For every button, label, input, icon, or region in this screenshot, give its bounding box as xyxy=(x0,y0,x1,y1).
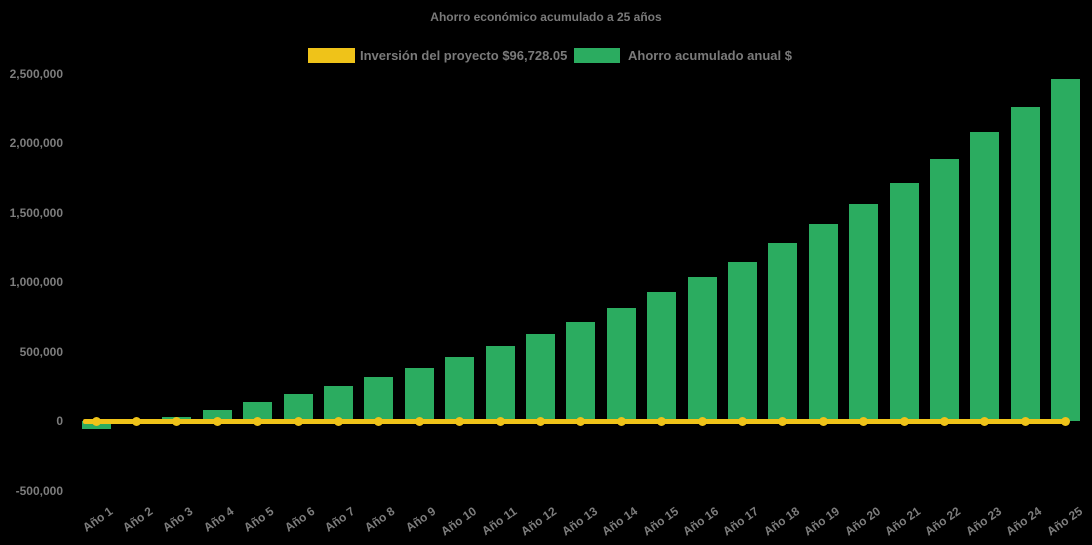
investment-point-año-21[interactable] xyxy=(899,416,909,426)
investment-point-año-14[interactable] xyxy=(616,416,626,426)
x-tick-label: Año 7 xyxy=(322,504,358,535)
investment-point-año-6[interactable] xyxy=(293,416,303,426)
investment-point-año-24[interactable] xyxy=(1020,416,1030,426)
investment-point-año-5[interactable] xyxy=(253,416,263,426)
y-tick-label: 1,500,000 xyxy=(9,205,63,220)
legend-swatch-ahorro[interactable] xyxy=(574,48,620,63)
x-tick-label: Año 5 xyxy=(241,504,277,535)
x-tick-label: Año 25 xyxy=(1043,504,1085,539)
bar-año-20[interactable] xyxy=(849,203,879,422)
y-tick-label: 500,000 xyxy=(19,344,63,359)
investment-point-año-17[interactable] xyxy=(737,416,747,426)
y-tick-label: 2,000,000 xyxy=(9,136,63,151)
investment-point-año-23[interactable] xyxy=(980,416,990,426)
investment-point-año-11[interactable] xyxy=(495,416,505,426)
x-tick-label: Año 23 xyxy=(963,504,1004,539)
investment-point-año-22[interactable] xyxy=(939,416,949,426)
investment-point-año-9[interactable] xyxy=(414,416,424,426)
bar-año-16[interactable] xyxy=(687,277,717,422)
investment-point-año-12[interactable] xyxy=(535,416,545,426)
y-tick-label: 2,500,000 xyxy=(9,66,63,81)
x-tick-label: Año 22 xyxy=(922,504,964,539)
x-tick-label: Año 11 xyxy=(478,504,520,539)
investment-point-año-20[interactable] xyxy=(859,416,869,426)
bar-año-9[interactable] xyxy=(404,367,434,422)
legend-label-inversion[interactable]: Inversión del proyecto $96,728.05 xyxy=(360,48,568,63)
investment-point-año-15[interactable] xyxy=(657,416,667,426)
investment-point-año-13[interactable] xyxy=(576,416,586,426)
x-tick-label: Año 8 xyxy=(362,504,398,535)
investment-point-año-18[interactable] xyxy=(778,416,788,426)
bar-año-22[interactable] xyxy=(929,158,959,422)
investment-line[interactable] xyxy=(83,418,1069,424)
bar-año-8[interactable] xyxy=(364,376,394,422)
bar-año-19[interactable] xyxy=(808,223,838,422)
legend-swatch-inversion[interactable] xyxy=(308,48,355,63)
bar-año-6[interactable] xyxy=(283,394,313,422)
bar-año-14[interactable] xyxy=(606,308,636,422)
x-tick-label: Año 18 xyxy=(761,504,802,539)
x-tick-label: Año 17 xyxy=(720,504,762,539)
investment-point-año-25[interactable] xyxy=(1061,416,1071,426)
x-tick-label: Año 12 xyxy=(518,504,560,539)
x-tick-label: Año 2 xyxy=(120,504,156,535)
x-tick-label: Año 6 xyxy=(281,504,318,535)
bar-año-4[interactable] xyxy=(202,409,232,422)
bar-año-25[interactable] xyxy=(1051,78,1081,422)
x-tick-label: Año 16 xyxy=(680,504,722,539)
x-tick-label: Año 4 xyxy=(200,504,237,535)
bar-año-15[interactable] xyxy=(647,292,677,422)
x-tick-label: Año 10 xyxy=(437,504,479,539)
x-tick-label: Año 20 xyxy=(841,504,883,539)
bar-año-7[interactable] xyxy=(323,386,353,422)
investment-point-año-10[interactable] xyxy=(455,416,465,426)
x-tick-label: Año 15 xyxy=(639,504,681,539)
investment-point-año-16[interactable] xyxy=(697,416,707,426)
y-tick-label: -500,000 xyxy=(15,484,63,498)
bar-año-11[interactable] xyxy=(485,345,515,422)
y-tick-label: 0 xyxy=(56,414,63,429)
bar-año-21[interactable] xyxy=(889,182,919,422)
investment-point-año-7[interactable] xyxy=(333,416,343,426)
x-tick-label: Año 21 xyxy=(882,504,924,539)
x-tick-label: Año 3 xyxy=(160,504,196,535)
bar-año-13[interactable] xyxy=(566,321,596,422)
bar-año-5[interactable] xyxy=(243,402,273,422)
x-tick-label: Año 1 xyxy=(79,504,116,535)
bar-año-10[interactable] xyxy=(445,357,475,422)
bar-año-18[interactable] xyxy=(768,243,798,422)
investment-point-año-3[interactable] xyxy=(172,416,182,426)
y-tick-label: 1,000,000 xyxy=(9,275,63,290)
chart-title: Ahorro económico acumulado a 25 años xyxy=(430,10,662,24)
bar-año-12[interactable] xyxy=(525,334,555,422)
legend-label-ahorro[interactable]: Ahorro acumulado anual $ xyxy=(628,48,792,63)
investment-point-año-8[interactable] xyxy=(374,416,384,426)
investment-point-año-4[interactable] xyxy=(212,416,222,426)
investment-point-año-19[interactable] xyxy=(818,416,828,426)
x-tick-label: Año 13 xyxy=(559,504,600,539)
x-tick-label: Año 9 xyxy=(402,504,439,535)
x-tick-label: Año 19 xyxy=(801,504,843,539)
x-tick-label: Año 24 xyxy=(1003,504,1045,539)
bar-año-23[interactable] xyxy=(970,132,1000,422)
bar-año-24[interactable] xyxy=(1010,107,1040,422)
x-tick-label: Año 14 xyxy=(599,504,641,539)
bar-año-17[interactable] xyxy=(727,261,757,422)
investment-point-año-1[interactable] xyxy=(91,416,101,426)
investment-point-año-2[interactable] xyxy=(131,416,141,426)
